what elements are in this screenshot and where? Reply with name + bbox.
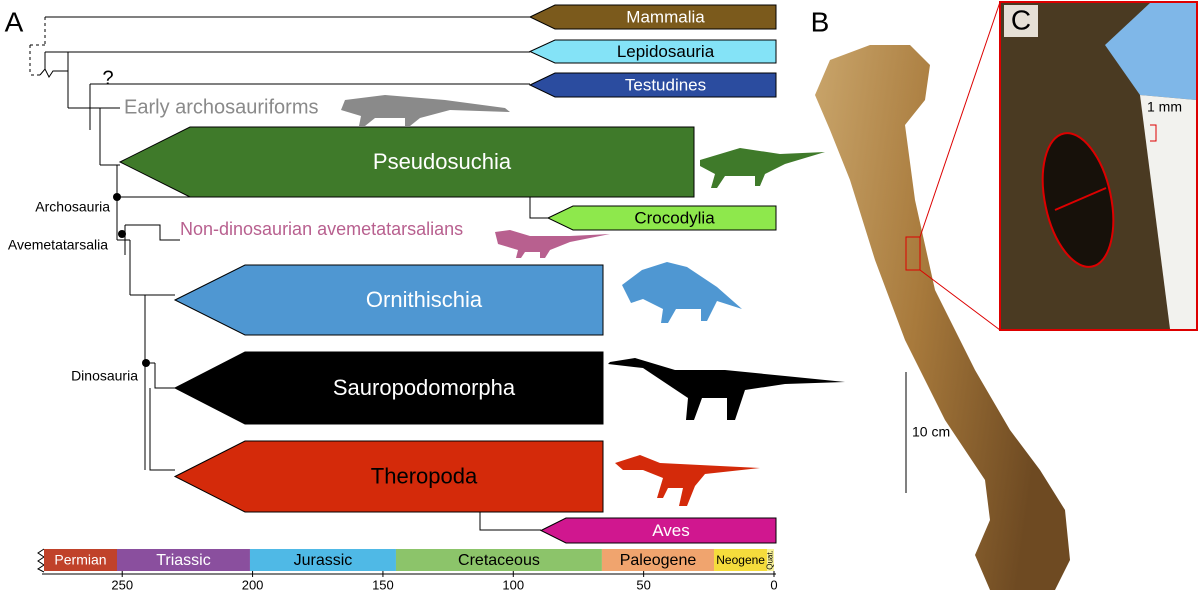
panel-label: C (1011, 4, 1031, 35)
panel-label: A (5, 6, 24, 37)
question-mark: ? (102, 67, 113, 89)
period-label: Permian (54, 552, 106, 568)
clade-label: Lepidosauria (617, 42, 715, 61)
grade-label: Early archosauriforms (124, 96, 319, 118)
period-label: Paleogene (620, 552, 697, 569)
scale-label: 1 mm (1147, 99, 1182, 115)
period-label: Neogene (716, 553, 765, 567)
silhouette (608, 358, 845, 420)
clade-label: Ornithischia (366, 287, 483, 312)
silhouette (700, 148, 825, 188)
period-label: Quat. (766, 550, 775, 570)
bone-photo (815, 45, 1070, 590)
inset-box (905, 236, 921, 271)
clade-bar (173, 351, 604, 425)
period-bar (44, 549, 117, 571)
period-bar (395, 549, 602, 571)
mm-bracket (1150, 124, 1157, 142)
silhouette (495, 230, 610, 258)
period-label: Triassic (156, 552, 211, 569)
nodes (113, 193, 150, 367)
panel-label-bg (1004, 5, 1038, 37)
inset-connector (919, 1, 1001, 238)
clade-bar (118, 126, 695, 198)
clade-bar (173, 264, 604, 336)
clade-label: Mammalia (626, 7, 705, 26)
measure-arrow (1054, 187, 1107, 211)
tick-label: 250 (111, 577, 133, 592)
silhouette (615, 455, 760, 506)
panel-label: B (811, 6, 830, 37)
period-bar (601, 549, 715, 571)
time-scale: Permian Triassic Jurassic Cretaceous Paleoge… (37, 548, 778, 592)
ruler (1140, 95, 1196, 329)
node-label: Avemetatarsalia (8, 237, 108, 253)
clade-bar (528, 39, 777, 64)
tree (29, 16, 548, 531)
period-bar (117, 549, 250, 571)
period-bar (714, 549, 768, 571)
foam (1105, 3, 1196, 100)
node-label: Dinosauria (71, 368, 138, 384)
clade-label: Crocodylia (634, 208, 715, 227)
clade-label: Testudines (625, 75, 706, 94)
node-dot (142, 359, 150, 367)
clade-label: Theropoda (371, 463, 478, 488)
clade-bar (546, 205, 777, 231)
tick-label: 0 (770, 577, 777, 592)
period-bar (249, 549, 396, 571)
silhouette (622, 262, 742, 323)
grade-label: Non-dinosaurian avemetatarsalians (180, 219, 463, 239)
node-dot (118, 230, 126, 238)
tick-label: 150 (372, 577, 394, 592)
tick-label: 200 (242, 577, 264, 592)
clade-bar (173, 440, 604, 513)
clade-label: Aves (652, 521, 690, 540)
clade-group: Mammalia Lepidosauria Testudines Pseudosuch… (118, 4, 777, 544)
clade-bar (539, 517, 777, 544)
inset-connector (919, 269, 1001, 331)
clade-bar (528, 72, 777, 98)
clade-bar (528, 4, 777, 30)
tick-label: 50 (636, 577, 650, 592)
period-bar (767, 549, 774, 571)
node-dot (113, 193, 121, 201)
scale-label: 10 cm (912, 424, 950, 440)
clade-label: Sauropodomorpha (333, 375, 516, 400)
period-label: Cretaceous (458, 552, 540, 569)
clade-label: Pseudosuchia (373, 149, 512, 174)
silhouette (341, 95, 510, 126)
node-label: Archosauria (35, 199, 110, 215)
period-label: Jurassic (294, 552, 353, 569)
tick-label: 100 (502, 577, 524, 592)
